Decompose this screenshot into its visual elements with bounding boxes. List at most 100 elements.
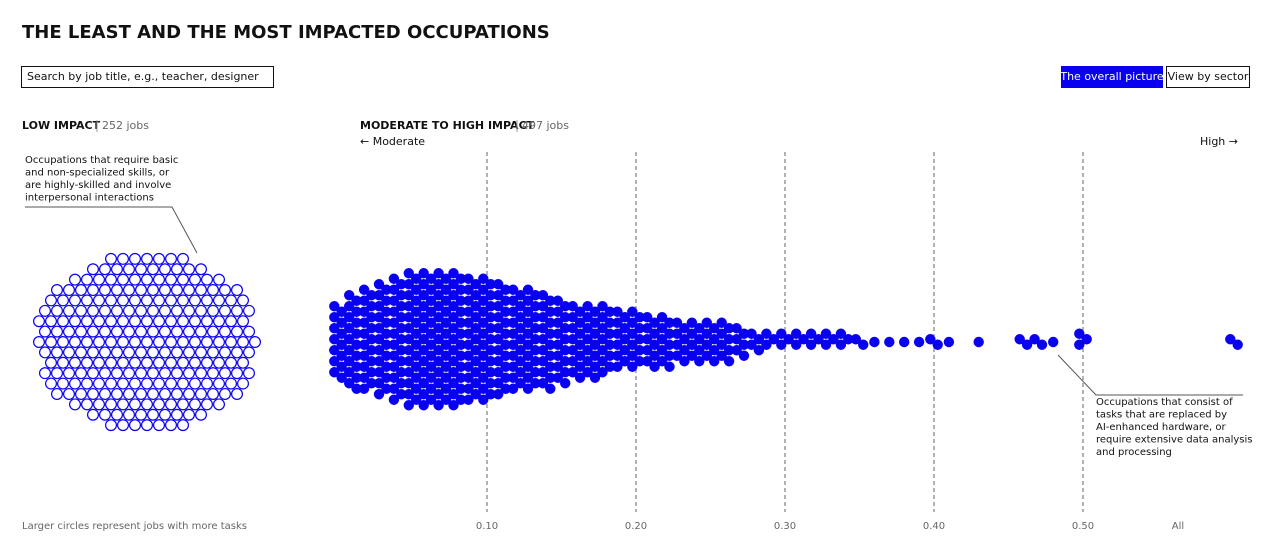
low-impact-job [159,367,172,380]
low-impact-job [141,419,154,432]
high-impact-job [373,301,385,312]
low-impact-job [165,419,178,432]
low-impact-job [165,336,178,349]
high-impact-job [530,334,541,345]
high-impact-job [507,339,519,350]
high-impact-job [1081,334,1092,345]
high-impact-job [761,339,772,350]
high-impact-job [373,334,385,345]
sector-button[interactable] [1166,66,1250,88]
high-impact-job [493,334,504,345]
high-impact-job [649,328,660,339]
high-impact-job [560,356,571,367]
x-tick-label: 0.50 [1072,521,1094,532]
high-impact-job [433,312,444,323]
high-impact-job [351,295,362,306]
high-impact-job [493,356,504,367]
annotation: Occupations that consist of [1096,397,1233,408]
overall-button[interactable] [1061,66,1163,88]
low-impact-job [38,346,51,359]
low-impact-job [122,304,135,317]
high-impact-job [656,356,668,367]
high-impact-job [671,350,683,361]
high-impact-job [723,323,735,334]
low-impact-job [237,336,250,349]
high-impact-job [820,339,832,350]
high-impact-job [358,306,370,317]
low-impact-job [213,294,226,307]
low-impact-job [195,387,208,400]
search-box[interactable] [21,66,274,88]
low-impact-job [147,408,160,421]
annotation: and non-specialized skills, or [25,168,170,179]
high-impact-job [634,345,645,356]
low-impact-job [110,408,123,421]
low-impact-job [153,419,166,432]
low-impact-job [92,273,105,286]
high-impact-job [507,295,519,306]
low-impact-job [98,408,111,421]
high-impact-job [507,350,519,361]
low-impact-job [153,294,166,307]
high-impact-job [411,339,422,350]
high-impact-job [485,345,496,356]
high-impact-job [448,378,459,389]
high-impact-job [552,306,563,317]
high-impact-job [567,356,578,367]
high-impact-job [425,284,437,295]
high-impact-job [507,372,519,383]
high-impact-job [627,328,638,339]
high-impact-job [776,328,787,339]
high-impact-job [433,367,444,378]
high-impact-job [418,356,429,367]
high-impact-job [440,361,452,372]
high-impact-job [418,389,429,400]
high-impact-job [552,328,563,339]
high-impact-job [344,290,355,301]
high-impact-job [381,372,392,383]
high-impact-job [843,334,854,345]
high-impact-job [396,290,407,301]
high-impact-job [545,350,556,361]
high-impact-job [1048,336,1059,348]
high-impact-job [411,372,422,383]
high-impact-job [418,367,429,378]
low-impact-job [38,325,51,338]
high-impact-job [388,317,400,328]
low-impact-job [141,356,154,369]
high-impact-job [485,356,496,367]
high-impact-job [805,339,817,350]
high-impact-job [545,339,556,350]
high-impact-job [686,350,698,361]
low-impact-job [183,304,196,317]
low-impact-job [110,263,123,276]
high-impact-job [485,290,496,301]
low-impact-job [147,325,160,338]
high-impact-job [1232,339,1243,350]
high-impact-job [612,361,623,372]
low-impact-job [207,284,220,297]
low-impact-job [177,356,190,369]
high-impact-job [455,350,467,361]
high-impact-job [455,383,467,394]
low-impact-job [129,336,142,349]
low-impact-job [98,325,111,338]
high-impact-job [493,389,504,400]
low-impact-job [38,304,51,317]
high-impact-job [396,279,407,290]
high-impact-job [418,378,429,389]
low-impact-job [116,377,129,390]
high-impact-job [507,328,519,339]
low-impact-job [110,387,123,400]
low-impact-job [110,367,123,380]
high-impact-job [805,328,817,339]
high-impact-job [478,328,489,339]
high-impact-job [515,356,526,367]
low-impact-job [195,263,208,276]
low-impact-job [177,336,190,349]
high-impact-job [344,312,355,323]
high-impact-job [597,301,608,312]
high-impact-job [522,328,534,339]
high-impact-job [381,383,392,394]
high-impact-job [634,356,645,367]
